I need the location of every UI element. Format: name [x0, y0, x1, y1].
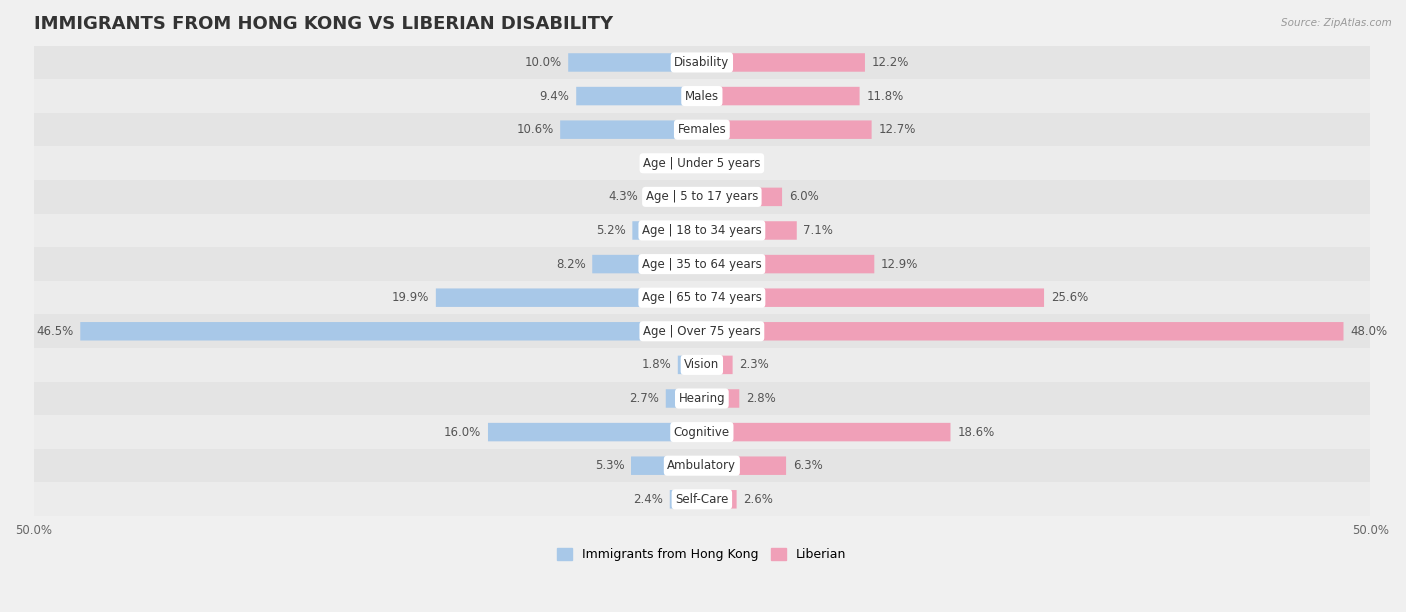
- Bar: [34, 281, 1371, 315]
- Bar: [34, 214, 1371, 247]
- Text: 6.0%: 6.0%: [789, 190, 818, 203]
- Text: 12.7%: 12.7%: [879, 123, 915, 136]
- Bar: [702, 322, 1344, 340]
- Text: Source: ZipAtlas.com: Source: ZipAtlas.com: [1281, 18, 1392, 28]
- Text: 11.8%: 11.8%: [866, 89, 904, 103]
- Text: 48.0%: 48.0%: [1350, 325, 1388, 338]
- Bar: [678, 356, 702, 374]
- Text: 18.6%: 18.6%: [957, 425, 994, 439]
- Bar: [80, 322, 702, 340]
- Bar: [702, 356, 733, 374]
- Legend: Immigrants from Hong Kong, Liberian: Immigrants from Hong Kong, Liberian: [553, 543, 852, 566]
- Bar: [689, 154, 702, 173]
- Text: IMMIGRANTS FROM HONG KONG VS LIBERIAN DISABILITY: IMMIGRANTS FROM HONG KONG VS LIBERIAN DI…: [34, 15, 613, 33]
- Bar: [34, 180, 1371, 214]
- Bar: [34, 46, 1371, 80]
- Text: 25.6%: 25.6%: [1050, 291, 1088, 304]
- Bar: [34, 80, 1371, 113]
- Text: Hearing: Hearing: [679, 392, 725, 405]
- Bar: [644, 188, 702, 206]
- Bar: [34, 146, 1371, 180]
- Text: Ambulatory: Ambulatory: [668, 459, 737, 472]
- Bar: [560, 121, 702, 139]
- Text: Disability: Disability: [675, 56, 730, 69]
- Bar: [34, 482, 1371, 516]
- Bar: [631, 457, 702, 475]
- Text: 12.9%: 12.9%: [882, 258, 918, 271]
- Text: Age | 18 to 34 years: Age | 18 to 34 years: [643, 224, 762, 237]
- Bar: [576, 87, 702, 105]
- Bar: [34, 315, 1371, 348]
- Text: 46.5%: 46.5%: [37, 325, 73, 338]
- Text: 10.6%: 10.6%: [516, 123, 554, 136]
- Bar: [702, 121, 872, 139]
- Bar: [488, 423, 702, 441]
- Text: Males: Males: [685, 89, 718, 103]
- Bar: [702, 288, 1045, 307]
- Text: 4.3%: 4.3%: [607, 190, 638, 203]
- Text: Age | Over 75 years: Age | Over 75 years: [643, 325, 761, 338]
- Text: 1.3%: 1.3%: [725, 157, 755, 170]
- Bar: [34, 348, 1371, 382]
- Bar: [702, 53, 865, 72]
- Bar: [702, 222, 797, 240]
- Text: Age | 35 to 64 years: Age | 35 to 64 years: [643, 258, 762, 271]
- Bar: [702, 255, 875, 274]
- Text: Females: Females: [678, 123, 727, 136]
- Text: 2.7%: 2.7%: [630, 392, 659, 405]
- Text: 0.95%: 0.95%: [645, 157, 682, 170]
- Bar: [34, 382, 1371, 416]
- Text: 9.4%: 9.4%: [540, 89, 569, 103]
- Bar: [34, 247, 1371, 281]
- Text: 16.0%: 16.0%: [444, 425, 481, 439]
- Text: Cognitive: Cognitive: [673, 425, 730, 439]
- Text: Self-Care: Self-Care: [675, 493, 728, 506]
- Bar: [34, 113, 1371, 146]
- Text: 1.8%: 1.8%: [641, 359, 671, 371]
- Bar: [436, 288, 702, 307]
- Bar: [568, 53, 702, 72]
- Text: 8.2%: 8.2%: [555, 258, 585, 271]
- Text: 7.1%: 7.1%: [803, 224, 834, 237]
- Text: Age | Under 5 years: Age | Under 5 years: [643, 157, 761, 170]
- Bar: [592, 255, 702, 274]
- Text: 2.3%: 2.3%: [740, 359, 769, 371]
- Text: 2.4%: 2.4%: [633, 493, 664, 506]
- Text: 2.8%: 2.8%: [747, 392, 776, 405]
- Text: 12.2%: 12.2%: [872, 56, 910, 69]
- Bar: [34, 416, 1371, 449]
- Text: 10.0%: 10.0%: [524, 56, 561, 69]
- Bar: [666, 389, 702, 408]
- Bar: [702, 457, 786, 475]
- Text: 5.2%: 5.2%: [596, 224, 626, 237]
- Text: 5.3%: 5.3%: [595, 459, 624, 472]
- Bar: [633, 222, 702, 240]
- Bar: [702, 490, 737, 509]
- Bar: [669, 490, 702, 509]
- Text: 2.6%: 2.6%: [744, 493, 773, 506]
- Text: 6.3%: 6.3%: [793, 459, 823, 472]
- Bar: [702, 188, 782, 206]
- Text: 19.9%: 19.9%: [392, 291, 429, 304]
- Bar: [702, 389, 740, 408]
- Bar: [702, 87, 859, 105]
- Bar: [34, 449, 1371, 482]
- Text: Age | 65 to 74 years: Age | 65 to 74 years: [643, 291, 762, 304]
- Bar: [702, 423, 950, 441]
- Bar: [702, 154, 720, 173]
- Text: Age | 5 to 17 years: Age | 5 to 17 years: [645, 190, 758, 203]
- Text: Vision: Vision: [685, 359, 720, 371]
